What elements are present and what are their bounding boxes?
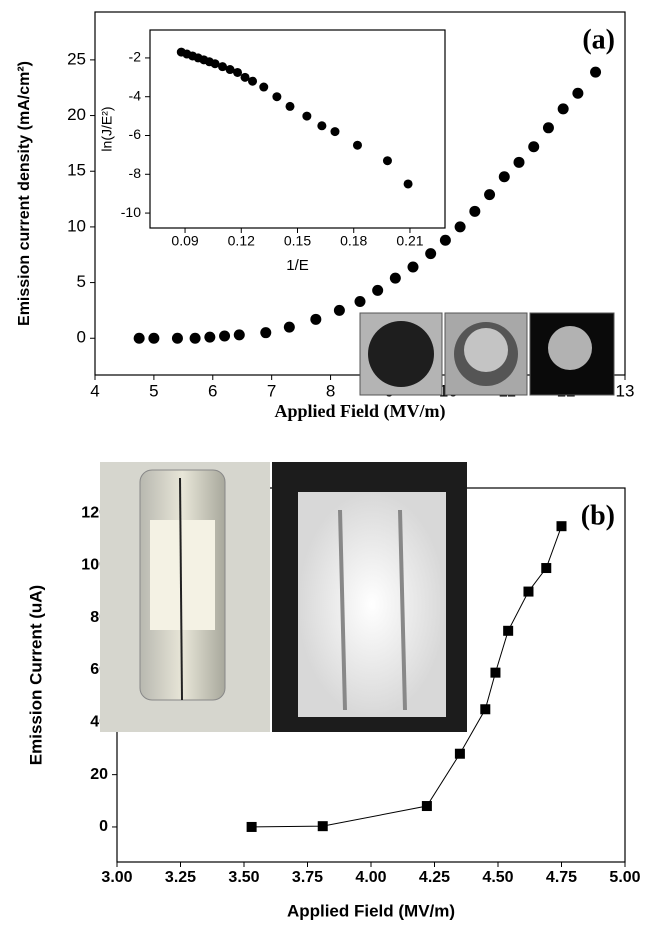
panel-label: (a) — [582, 24, 615, 55]
y-axis-label: Emission current density (mA/cm²) — [16, 61, 33, 326]
data-point — [572, 88, 583, 99]
panel-label: (b) — [581, 500, 615, 531]
data-point — [317, 121, 326, 130]
data-point — [355, 296, 366, 307]
data-point — [334, 305, 345, 316]
x-tick-label: 0.18 — [340, 233, 367, 249]
x-axis-label: 1/E — [286, 257, 309, 274]
y-axis-label: Emission Current (uA) — [26, 585, 45, 765]
data-point — [204, 332, 215, 343]
tube-plate — [150, 520, 215, 630]
data-point — [514, 157, 525, 168]
y-tick-label: 15 — [67, 161, 86, 180]
x-tick-label: 3.50 — [228, 869, 259, 886]
data-point — [480, 704, 490, 714]
data-point — [148, 333, 159, 344]
data-point — [134, 333, 145, 344]
data-point — [499, 171, 510, 182]
data-point — [234, 329, 245, 340]
data-point — [247, 822, 257, 832]
y-axis-label: ln(J/E²) — [99, 106, 115, 151]
x-tick-label: 4.25 — [419, 869, 450, 886]
image-glow — [548, 326, 592, 370]
data-point — [284, 322, 295, 333]
data-point — [455, 749, 465, 759]
data-point — [557, 521, 567, 531]
x-axis-label: Applied Field (MV/m) — [287, 901, 455, 920]
data-point — [590, 67, 601, 78]
data-point — [272, 92, 281, 101]
y-tick-label: 20 — [67, 105, 86, 124]
x-tick-label: 13 — [616, 381, 635, 400]
x-tick-label: 8 — [326, 381, 335, 400]
y-tick-label: -8 — [129, 165, 142, 181]
data-point — [260, 327, 271, 338]
image-spot — [368, 321, 434, 387]
data-point — [408, 261, 419, 272]
y-tick-label: 5 — [77, 272, 86, 291]
data-point — [172, 333, 183, 344]
data-point — [310, 314, 321, 325]
data-point — [219, 331, 230, 342]
x-tick-label: 0.12 — [228, 233, 255, 249]
data-point — [541, 563, 551, 573]
x-tick-label: 5.00 — [609, 869, 640, 886]
x-axis-label: Applied Field (MV/m) — [275, 401, 446, 422]
data-point — [484, 189, 495, 200]
data-point — [302, 112, 311, 121]
data-point — [558, 103, 569, 114]
data-point — [503, 626, 513, 636]
y-tick-label: -2 — [129, 49, 142, 65]
x-tick-label: 7 — [267, 381, 276, 400]
data-point — [318, 821, 328, 831]
inset-chart: 0.09 0.12 0.15 0.18 0.21 -10 -8 -6 -4 -2 1/E ln(J/E… — [99, 30, 445, 274]
tube-photos — [100, 462, 467, 732]
data-point — [528, 141, 539, 152]
data-point — [248, 77, 257, 86]
x-tick-label: 5 — [149, 381, 158, 400]
data-point — [422, 801, 432, 811]
data-point — [383, 156, 392, 165]
data-point — [259, 83, 268, 92]
y-tick-label: 0 — [77, 328, 86, 347]
x-tick-label: 0.09 — [171, 233, 198, 249]
figure: 456789101112130510152025Applied Field (M… — [0, 0, 645, 930]
data-point — [286, 102, 295, 111]
x-tick-label: 3.25 — [165, 869, 196, 886]
data-point — [372, 285, 383, 296]
y-tick-label: 25 — [67, 49, 86, 68]
data-point — [523, 587, 533, 597]
x-tick-label: 0.15 — [284, 233, 311, 249]
x-tick-label: 3.75 — [292, 869, 323, 886]
data-point — [455, 221, 466, 232]
data-point — [190, 333, 201, 344]
data-point — [490, 668, 500, 678]
data-point — [425, 248, 436, 259]
data-point — [440, 235, 451, 246]
image-glow — [464, 328, 508, 372]
y-tick-label: 0 — [99, 818, 108, 835]
x-tick-label: 3.00 — [101, 869, 132, 886]
y-tick-label: -10 — [121, 204, 141, 220]
data-point — [233, 68, 242, 77]
y-tick-label: 10 — [67, 216, 86, 235]
x-tick-label: 6 — [208, 381, 217, 400]
data-point — [404, 179, 413, 188]
data-point — [543, 122, 554, 133]
x-tick-label: 4.00 — [355, 869, 386, 886]
data-point — [353, 141, 362, 150]
data-point — [469, 206, 480, 217]
x-tick-label: 4 — [90, 381, 99, 400]
data-point — [330, 127, 339, 136]
emission-images — [360, 313, 614, 395]
data-point — [390, 273, 401, 284]
x-tick-label: 4.50 — [482, 869, 513, 886]
x-tick-label: 0.21 — [396, 233, 423, 249]
x-tick-label: 4.75 — [546, 869, 577, 886]
y-tick-label: -4 — [129, 87, 142, 103]
y-tick-label: -6 — [129, 126, 142, 142]
glow-area — [298, 492, 446, 717]
y-tick-label: 20 — [90, 766, 108, 783]
